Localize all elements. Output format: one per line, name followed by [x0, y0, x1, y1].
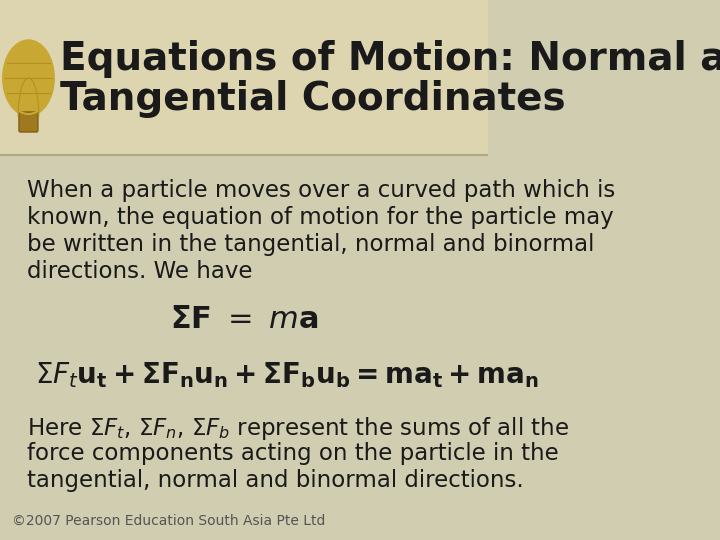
Circle shape	[3, 40, 54, 116]
Text: force components acting on the particle in the: force components acting on the particle …	[27, 442, 559, 465]
Text: tangential, normal and binormal directions.: tangential, normal and binormal directio…	[27, 469, 524, 492]
Text: $\bf{\Sigma F}$ $=$ $m\bf{a}$: $\bf{\Sigma F}$ $=$ $m\bf{a}$	[170, 305, 318, 334]
Text: ©2007 Pearson Education South Asia Pte Ltd: ©2007 Pearson Education South Asia Pte L…	[12, 514, 325, 528]
FancyBboxPatch shape	[0, 155, 488, 540]
Text: When a particle moves over a curved path which is: When a particle moves over a curved path…	[27, 179, 616, 202]
FancyBboxPatch shape	[0, 0, 488, 155]
Text: $\Sigma F_t\bf{u}_t + \Sigma F_n\bf{u}_n + \Sigma F_b\bf{u}_b = ma_t +ma_n$: $\Sigma F_t\bf{u}_t + \Sigma F_n\bf{u}_n…	[35, 360, 539, 390]
Text: Tangential Coordinates: Tangential Coordinates	[60, 80, 565, 118]
Text: Here $\Sigma F_t$, $\Sigma F_n$, $\Sigma F_b$ represent the sums of all the: Here $\Sigma F_t$, $\Sigma F_n$, $\Sigma…	[27, 415, 570, 442]
Text: known, the equation of motion for the particle may: known, the equation of motion for the pa…	[27, 206, 614, 229]
Text: be written in the tangential, normal and binormal: be written in the tangential, normal and…	[27, 233, 595, 256]
FancyBboxPatch shape	[19, 112, 38, 132]
Text: Equations of Motion: Normal and: Equations of Motion: Normal and	[60, 40, 720, 78]
Text: directions. We have: directions. We have	[27, 260, 253, 283]
